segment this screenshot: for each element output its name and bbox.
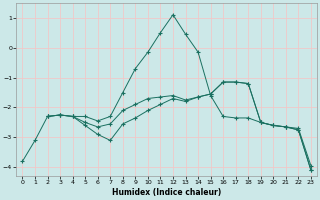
X-axis label: Humidex (Indice chaleur): Humidex (Indice chaleur) xyxy=(112,188,221,197)
